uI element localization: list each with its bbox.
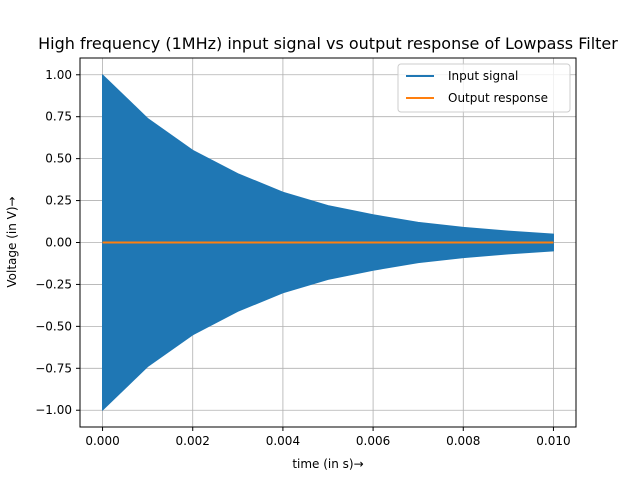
y-tick-label: 0.00 bbox=[45, 236, 72, 250]
y-tick-label: 0.50 bbox=[45, 152, 72, 166]
y-tick-label: −1.00 bbox=[35, 403, 72, 417]
ticks-layer: 0.000 0.002 0.004 0.006 0.008 0.010 −1.00 −0.75… bbox=[35, 68, 570, 448]
x-tick-label: 0.004 bbox=[266, 434, 300, 448]
x-tick-label: 0.008 bbox=[446, 434, 480, 448]
x-axis-label: time (in s)→ bbox=[292, 457, 363, 471]
x-tick-label: 0.010 bbox=[536, 434, 570, 448]
legend-frame bbox=[397, 63, 571, 113]
y-tick-label: −0.50 bbox=[35, 319, 72, 333]
y-tick-label: 0.75 bbox=[45, 110, 72, 124]
y-tick-label: 0.25 bbox=[45, 194, 72, 208]
x-tick-label: 0.002 bbox=[176, 434, 210, 448]
x-tick-label: 0.006 bbox=[356, 434, 390, 448]
x-tick-label: 0.000 bbox=[85, 434, 119, 448]
legend-label-input-signal: Input signal bbox=[448, 69, 518, 83]
legend: Input signal Output response bbox=[397, 63, 571, 113]
y-axis-label: Voltage (in V)→ bbox=[5, 196, 19, 287]
legend-label-output-response: Output response bbox=[448, 91, 548, 105]
chart-title: High frequency (1MHz) input signal vs ou… bbox=[38, 34, 618, 53]
series-layer bbox=[102, 74, 554, 411]
y-tick-label: −0.75 bbox=[35, 361, 72, 375]
y-tick-label: 1.00 bbox=[45, 68, 72, 82]
y-tick-label: −0.25 bbox=[35, 277, 72, 291]
